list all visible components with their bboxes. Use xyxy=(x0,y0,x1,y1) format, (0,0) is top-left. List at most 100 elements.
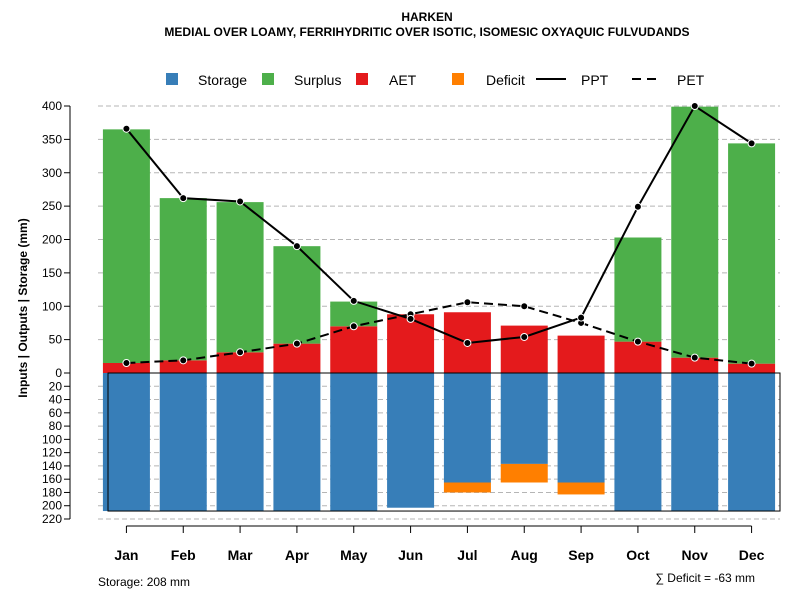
deficit-bar xyxy=(500,463,548,483)
legend-label-aet: AET xyxy=(389,72,417,88)
legend-label-deficit: Deficit xyxy=(486,72,525,88)
pet-line-point xyxy=(292,339,301,348)
ppt-line-point xyxy=(520,332,529,341)
x-tick-label: Feb xyxy=(171,547,196,563)
x-tick-label: Aug xyxy=(511,547,538,563)
deficit-bar xyxy=(443,482,491,493)
ppt-line-point xyxy=(633,202,642,211)
ppt-line-point xyxy=(463,338,472,347)
surplus-bar xyxy=(159,198,207,361)
y-tick-label-lower: 40 xyxy=(49,393,63,407)
legend-swatch-surplus xyxy=(262,73,274,85)
y-tick-label-lower: 220 xyxy=(42,512,62,526)
aet-bar xyxy=(159,360,207,373)
y-tick-label-lower: 160 xyxy=(42,472,62,486)
y-tick-label-lower: 140 xyxy=(42,459,62,473)
legend-swatch-aet xyxy=(356,73,368,85)
ppt-line-point xyxy=(349,296,358,305)
pet-line-point xyxy=(463,298,472,307)
ppt-line xyxy=(125,104,753,344)
x-tick-label: Jan xyxy=(114,547,138,563)
y-tick-label-upper: 200 xyxy=(42,233,62,247)
storage-bar xyxy=(216,373,264,512)
deficit-bar xyxy=(557,482,605,495)
y-tick-label-upper: 0 xyxy=(55,366,62,380)
x-tick-label: Mar xyxy=(228,547,253,563)
ppt-line-point xyxy=(179,194,188,203)
aet-bar xyxy=(330,326,378,373)
storage-bar xyxy=(273,373,321,512)
storage-bar xyxy=(614,373,662,512)
surplus-bar xyxy=(728,143,776,364)
y-tick-label-upper: 150 xyxy=(42,266,62,280)
legend-swatch-deficit xyxy=(452,73,464,85)
y-tick-label-upper: 300 xyxy=(42,166,62,180)
storage-footer: Storage: 208 mm xyxy=(98,575,190,589)
x-tick-label: Dec xyxy=(739,547,765,563)
pet-line-point xyxy=(633,337,642,346)
y-tick-label-lower: 100 xyxy=(42,432,62,446)
ppt-line-point xyxy=(292,242,301,251)
y-tick-label-lower: 180 xyxy=(42,485,62,499)
plot-area: 0501001502002503003504002040608010012014… xyxy=(42,72,781,563)
storage-bar xyxy=(500,373,548,464)
ppt-line-point xyxy=(406,314,415,323)
ppt-line-point xyxy=(577,313,586,322)
y-tick-label-upper: 100 xyxy=(42,299,62,313)
pet-line-point xyxy=(236,348,245,357)
pet-line-point xyxy=(520,302,529,311)
aet-bar xyxy=(671,357,719,373)
pet-line-point xyxy=(690,353,699,362)
aet-bar xyxy=(273,343,321,373)
legend-swatch-storage xyxy=(166,73,178,85)
aet-bar xyxy=(102,362,150,373)
storage-bar xyxy=(671,373,719,512)
aet-bar xyxy=(387,314,435,373)
x-tick-label: Jun xyxy=(398,547,423,563)
y-tick-label-upper: 250 xyxy=(42,199,62,213)
y-tick-label-upper: 400 xyxy=(42,99,62,113)
surplus-bar xyxy=(102,129,150,363)
x-tick-label: Oct xyxy=(626,547,650,563)
y-tick-label-lower: 120 xyxy=(42,446,62,460)
aet-bar xyxy=(557,335,605,373)
aet-bar xyxy=(216,352,264,373)
ppt-line-point xyxy=(690,102,699,110)
storage-bar xyxy=(728,373,776,512)
y-tick-label-lower: 60 xyxy=(49,406,63,420)
pet-line xyxy=(126,301,752,365)
storage-bar xyxy=(557,373,605,483)
chart-title: HARKEN xyxy=(401,10,452,24)
surplus-bar xyxy=(614,237,662,342)
x-tick-label: Nov xyxy=(682,547,709,563)
storage-bar xyxy=(330,373,378,512)
legend-label-storage: Storage xyxy=(198,72,247,88)
y-tick-label-upper: 350 xyxy=(42,132,62,146)
y-axis-label: Inputs | Outputs | Storage (mm) xyxy=(16,218,30,397)
surplus-bar xyxy=(216,202,264,353)
storage-bar xyxy=(387,373,435,508)
storage-bar xyxy=(102,373,150,512)
y-tick-label-lower: 20 xyxy=(49,379,63,393)
legend-label-surplus: Surplus xyxy=(294,72,341,88)
aet-bar xyxy=(500,325,548,373)
surplus-bar xyxy=(671,106,719,358)
x-tick-label: Apr xyxy=(285,547,310,563)
ppt-line-point xyxy=(122,124,131,133)
ppt-line-point xyxy=(747,139,756,148)
storage-bar xyxy=(443,373,491,483)
storage-bar xyxy=(159,373,207,512)
ppt-line-point xyxy=(236,197,245,206)
pet-line-point xyxy=(122,358,131,367)
pet-line-point xyxy=(349,322,358,331)
deficit-footer: ∑ Deficit = -63 mm xyxy=(655,571,755,585)
legend-label-pet: PET xyxy=(677,72,705,88)
pet-line-point xyxy=(747,359,756,368)
y-tick-label-upper: 50 xyxy=(49,333,63,347)
x-tick-label: May xyxy=(340,547,367,563)
x-tick-label: Sep xyxy=(568,547,594,563)
x-tick-label: Jul xyxy=(457,547,477,563)
y-tick-label-lower: 200 xyxy=(42,499,62,513)
